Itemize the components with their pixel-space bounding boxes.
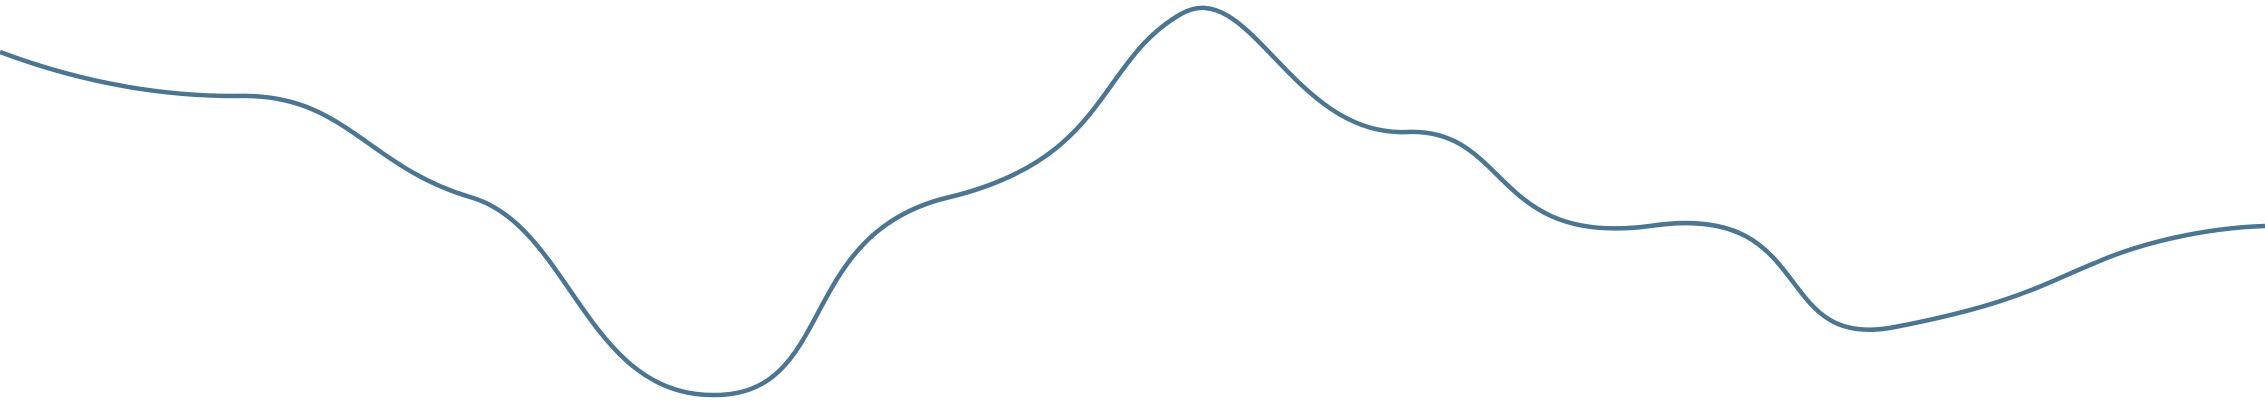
wave-line [0,5,2265,398]
